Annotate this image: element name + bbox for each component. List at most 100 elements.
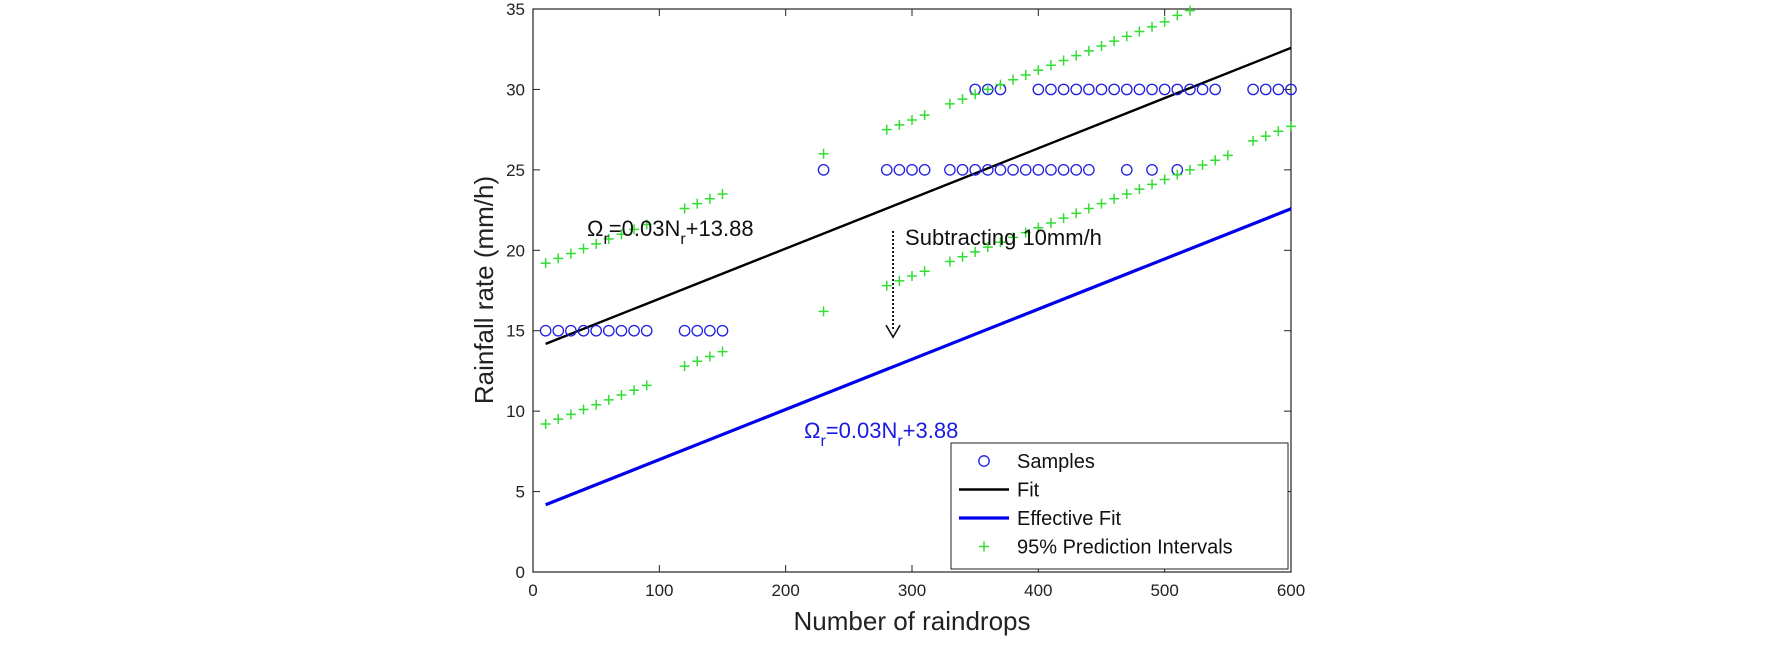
prediction-interval-point: [616, 229, 627, 240]
sample-point: [1108, 83, 1120, 96]
sample-point: [552, 324, 565, 337]
sample-point: [1158, 83, 1171, 96]
sample-point: [994, 164, 1007, 176]
prediction-interval-point: [1134, 184, 1145, 195]
prediction-interval-point: [818, 306, 829, 317]
prediction-interval-point: [944, 256, 955, 267]
prediction-interval-point: [1033, 65, 1044, 76]
prediction-interval-point: [1096, 198, 1107, 209]
shift-label: Subtracting 10mm/h: [905, 225, 1102, 250]
prediction-interval-point: [1045, 60, 1056, 71]
sample-point: [716, 324, 729, 337]
prediction-interval-point: [1109, 193, 1120, 204]
y-tick-label: 5: [516, 483, 525, 502]
prediction-interval-point: [565, 248, 576, 259]
prediction-interval-point: [1273, 126, 1284, 137]
prediction-interval-point: [1210, 155, 1221, 166]
prediction-interval-point: [679, 203, 690, 214]
prediction-interval-point: [1159, 16, 1170, 27]
sample-point: [918, 164, 931, 176]
sample-point: [1184, 83, 1196, 96]
sample-point: [1045, 83, 1057, 96]
sample-point: [1083, 164, 1095, 176]
sample-point: [1083, 83, 1095, 96]
sample-point: [1032, 164, 1045, 176]
prediction-interval-point: [1008, 232, 1019, 243]
prediction-interval-point: [982, 242, 993, 253]
prediction-interval-point: [1184, 164, 1195, 175]
prediction-interval-point: [717, 188, 728, 199]
sample-point: [565, 324, 577, 337]
prediction-interval-point: [1197, 160, 1208, 171]
prediction-interval-point: [1172, 10, 1183, 21]
fit-equation-label: Ωr=0.03Nr+13.88: [587, 216, 754, 248]
sample-point: [1019, 164, 1032, 176]
prediction-interval-point: [1008, 74, 1019, 85]
x-tick-label: 400: [1024, 581, 1052, 600]
prediction-interval-point: [957, 94, 968, 105]
sample-point: [906, 164, 918, 176]
annotations: Ωr=0.03Nr+13.88 Ωr=0.03Nr+3.88 Subtracting…: [587, 216, 1102, 450]
legend-label: 95% Prediction Intervals: [1017, 537, 1233, 559]
prediction-interval-point: [1033, 222, 1044, 233]
sample-point: [577, 324, 590, 337]
series-line-effective-fit: [545, 207, 1292, 507]
sample-point: [956, 164, 969, 176]
sample-point: [981, 164, 994, 176]
sample-point: [1120, 164, 1133, 176]
prediction-interval-point: [957, 251, 968, 262]
sample-point: [1057, 83, 1070, 96]
sample-point: [1070, 83, 1083, 96]
prediction-interval-point: [1184, 5, 1195, 16]
sample-point: [704, 324, 716, 337]
sample-point: [1171, 83, 1184, 96]
sample-point: [1045, 164, 1057, 176]
sample-point: [1070, 164, 1083, 176]
sample-point: [880, 164, 893, 176]
prediction-interval-point: [1083, 203, 1094, 214]
legend-swatch-samples: [978, 455, 990, 467]
prediction-interval-point: [1260, 131, 1271, 142]
prediction-interval-point: [970, 89, 981, 100]
sample-point: [1272, 83, 1285, 96]
prediction-interval-point: [591, 399, 602, 410]
prediction-interval-point: [881, 280, 892, 291]
legend-swatch-plus: [979, 541, 989, 552]
prediction-interval-point: [1083, 45, 1094, 56]
sample-point: [969, 164, 982, 176]
sample-point: [1120, 83, 1133, 96]
sample-point: [1007, 164, 1019, 176]
prediction-interval-point: [679, 361, 690, 372]
prediction-interval-point: [982, 84, 993, 95]
y-tick-label: 30: [506, 80, 525, 99]
x-tick-label: 100: [645, 581, 673, 600]
sample-point: [817, 164, 830, 176]
y-axis-title: Rainfall rate (mm/h): [469, 176, 499, 404]
prediction-interval-point: [553, 414, 564, 425]
x-tick-label: 0: [528, 581, 537, 600]
sample-point: [1247, 83, 1259, 96]
prediction-interval-point: [578, 243, 589, 254]
prediction-interval-point: [1121, 188, 1132, 199]
prediction-interval-point: [1071, 50, 1082, 61]
prediction-interval-point: [919, 110, 930, 121]
prediction-interval-point: [907, 114, 917, 125]
prediction-interval-point: [629, 385, 640, 396]
sample-point: [615, 324, 628, 337]
prediction-interval-point: [1121, 31, 1132, 42]
prediction-interval-point: [591, 238, 602, 249]
prediction-interval-point: [995, 237, 1006, 248]
legend-box: [950, 442, 1289, 570]
sample-point: [893, 164, 906, 176]
prediction-interval-point: [603, 234, 614, 245]
y-tick-label: 0: [516, 563, 525, 582]
prediction-interval-point: [995, 79, 1006, 90]
prediction-interval-point: [1058, 213, 1069, 224]
prediction-interval-point: [641, 219, 652, 230]
y-tick-label: 10: [506, 402, 525, 421]
sample-point: [1259, 83, 1272, 96]
legend-label: Samples: [1017, 451, 1095, 473]
sample-point: [1146, 83, 1158, 96]
sample-point: [590, 324, 603, 337]
